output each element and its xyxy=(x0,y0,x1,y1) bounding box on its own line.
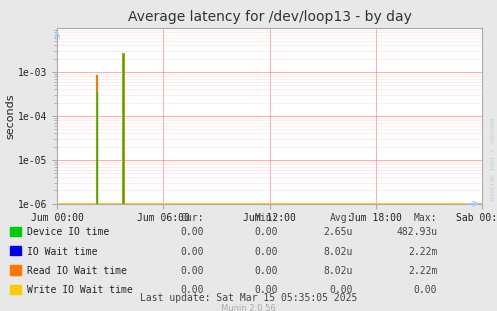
Text: 0.00: 0.00 xyxy=(255,266,278,276)
Text: IO Wait time: IO Wait time xyxy=(27,247,97,257)
Text: Last update: Sat Mar 15 05:35:05 2025: Last update: Sat Mar 15 05:35:05 2025 xyxy=(140,293,357,303)
Text: 482.93u: 482.93u xyxy=(396,227,437,237)
Text: Cur:: Cur: xyxy=(180,213,204,223)
Text: 2.22m: 2.22m xyxy=(408,247,437,257)
Text: Avg:: Avg: xyxy=(330,213,353,223)
Text: 0.00: 0.00 xyxy=(414,285,437,295)
Text: 0.00: 0.00 xyxy=(180,227,204,237)
Text: 0.00: 0.00 xyxy=(255,285,278,295)
Text: 8.02u: 8.02u xyxy=(324,247,353,257)
Text: 2.22m: 2.22m xyxy=(408,266,437,276)
Text: RRDTOOL / TOBI OETIKER: RRDTOOL / TOBI OETIKER xyxy=(489,118,494,201)
Text: Munin 2.0.56: Munin 2.0.56 xyxy=(221,304,276,311)
Title: Average latency for /dev/loop13 - by day: Average latency for /dev/loop13 - by day xyxy=(128,10,412,24)
Text: 0.00: 0.00 xyxy=(180,247,204,257)
Text: 0.00: 0.00 xyxy=(180,285,204,295)
Text: 0.00: 0.00 xyxy=(255,247,278,257)
Text: 2.65u: 2.65u xyxy=(324,227,353,237)
Y-axis label: seconds: seconds xyxy=(5,93,15,139)
Text: 8.02u: 8.02u xyxy=(324,266,353,276)
Text: Min:: Min: xyxy=(255,213,278,223)
Text: Max:: Max: xyxy=(414,213,437,223)
Text: Write IO Wait time: Write IO Wait time xyxy=(27,285,133,295)
Text: Device IO time: Device IO time xyxy=(27,227,109,237)
Text: 0.00: 0.00 xyxy=(330,285,353,295)
Text: 0.00: 0.00 xyxy=(180,266,204,276)
Text: 0.00: 0.00 xyxy=(255,227,278,237)
Text: Read IO Wait time: Read IO Wait time xyxy=(27,266,127,276)
